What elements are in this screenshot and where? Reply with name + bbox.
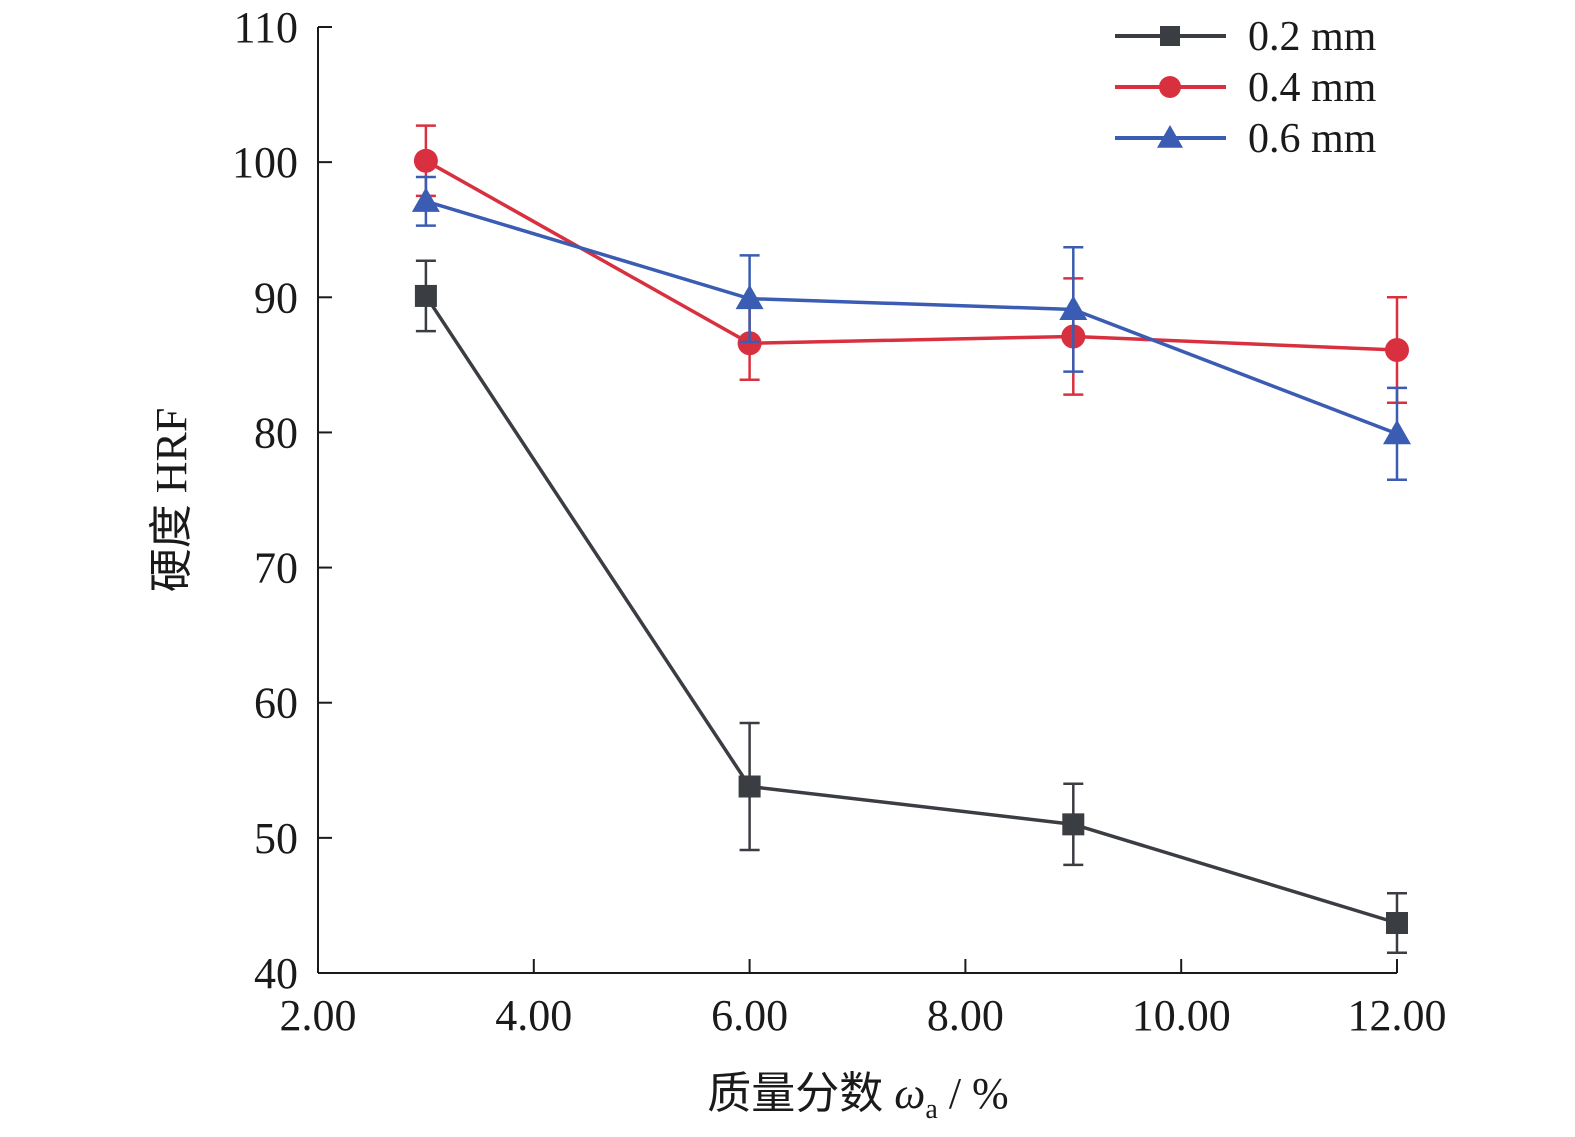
x-tick-label: 10.00 (1132, 991, 1231, 1040)
y-tick-label: 60 (254, 679, 298, 728)
series-triangle (412, 177, 1411, 480)
y-tick-label: 110 (234, 3, 298, 52)
y-tick-label: 100 (232, 138, 298, 187)
legend-item: 0.2 mm (1115, 14, 1377, 60)
x-tick-label: 4.00 (495, 991, 572, 1040)
x-axis-title: 质量分数 ωa / % (707, 1069, 1008, 1125)
data-point (414, 149, 438, 173)
axes (318, 27, 1397, 973)
legend-label: 0.2 mm (1248, 14, 1377, 60)
legend-item: 0.4 mm (1115, 65, 1377, 111)
legend-label: 0.6 mm (1248, 116, 1377, 162)
data-point (1385, 338, 1409, 362)
data-point (415, 285, 437, 307)
series-line (426, 201, 1397, 433)
x-tick-label: 6.00 (711, 991, 788, 1040)
data-point (1383, 420, 1411, 445)
data-point (412, 187, 440, 212)
series-line (426, 296, 1397, 923)
y-axis-title: 硬度 HRF (147, 408, 196, 593)
legend-item: 0.6 mm (1115, 116, 1377, 162)
y-tick-label: 90 (254, 273, 298, 322)
series-line (426, 161, 1397, 350)
series-layer (412, 126, 1411, 953)
x-tick-label: 12.00 (1348, 991, 1447, 1040)
data-point (1386, 912, 1408, 934)
line-chart: 4050607080901001102.00 4.00 6.00 8.00 10.00 1… (0, 0, 1575, 1137)
x-tick-label: 8.00 (927, 991, 1004, 1040)
series-square (415, 261, 1408, 953)
y-tick-label: 80 (254, 408, 298, 457)
legend-marker (1159, 76, 1181, 98)
data-point (739, 776, 761, 798)
y-tick-label: 50 (254, 814, 298, 863)
legend-marker (1160, 26, 1180, 46)
series-circle (414, 126, 1409, 403)
x-tick-label: 2.00 (280, 991, 357, 1040)
y-tick-label: 70 (254, 544, 298, 593)
legend: 0.2 mm 0.4 mm 0.6 mm (1115, 14, 1377, 162)
data-point (1062, 813, 1084, 835)
legend-label: 0.4 mm (1248, 65, 1377, 111)
